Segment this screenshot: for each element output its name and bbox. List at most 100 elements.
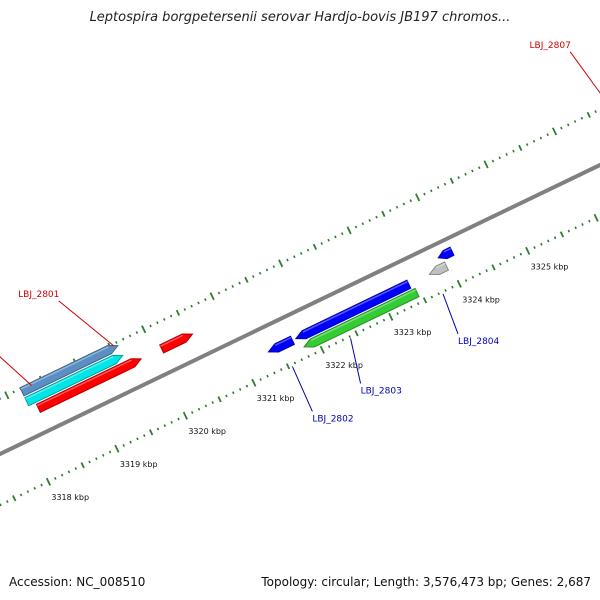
forward-tick bbox=[141, 325, 147, 334]
label-leader-line bbox=[350, 338, 362, 384]
forward-tick bbox=[238, 281, 241, 285]
gene-feature[interactable] bbox=[428, 261, 450, 275]
reverse-tick bbox=[485, 269, 488, 273]
gene-feature[interactable] bbox=[303, 287, 420, 348]
reverse-tick bbox=[259, 378, 262, 381]
reverse-tick bbox=[238, 387, 242, 391]
forward-tick bbox=[449, 177, 454, 184]
reverse-tick bbox=[129, 440, 132, 444]
reverse-tick bbox=[122, 444, 125, 447]
forward-tick bbox=[402, 202, 406, 206]
topology-summary: Topology: circular; Length: 3,576,473 bp… bbox=[261, 575, 591, 589]
label-leader-line bbox=[569, 51, 600, 94]
reverse-tick bbox=[136, 437, 139, 441]
reverse-tick bbox=[362, 328, 365, 332]
reverse-tick bbox=[251, 378, 257, 387]
gene-label[interactable]: LBJ_2802 bbox=[312, 414, 353, 424]
forward-tick bbox=[209, 292, 215, 301]
forward-tick bbox=[204, 298, 207, 302]
forward-tick bbox=[258, 271, 262, 275]
reverse-tick bbox=[182, 411, 188, 420]
reverse-tick bbox=[499, 262, 502, 266]
forward-tick bbox=[368, 219, 371, 222]
forward-tick bbox=[477, 166, 481, 170]
label-leader-line bbox=[442, 293, 459, 335]
forward-tick bbox=[566, 123, 570, 127]
gene-label[interactable]: LBJ_2807 bbox=[530, 41, 571, 51]
reverse-tick bbox=[422, 297, 428, 304]
gene-feature[interactable] bbox=[24, 354, 124, 407]
forward-tick bbox=[525, 143, 529, 147]
forward-tick bbox=[586, 111, 591, 119]
forward-tick bbox=[149, 324, 152, 328]
reverse-tick bbox=[74, 467, 78, 470]
forward-tick bbox=[231, 284, 234, 288]
reverse-tick bbox=[334, 341, 338, 345]
reverse-tick bbox=[416, 302, 420, 306]
forward-tick bbox=[4, 391, 10, 400]
reverse-tick bbox=[403, 308, 406, 312]
reverse-tick bbox=[314, 351, 317, 355]
forward-tick bbox=[334, 235, 337, 239]
accession-text: Accession: NC_008510 bbox=[9, 575, 146, 589]
gene-feature[interactable] bbox=[267, 335, 296, 353]
chromosome-backbone bbox=[0, 162, 600, 457]
reverse-tick bbox=[33, 486, 36, 490]
reverse-tick bbox=[143, 434, 146, 437]
gene-label[interactable]: LBJ_2801 bbox=[18, 290, 59, 300]
forward-tick bbox=[156, 321, 159, 325]
reverse-tick bbox=[170, 420, 173, 424]
reverse-tick bbox=[60, 473, 64, 477]
gene-feature[interactable] bbox=[159, 333, 194, 354]
reverse-tick bbox=[197, 407, 201, 411]
reverse-tick bbox=[177, 417, 180, 421]
forward-tick bbox=[175, 309, 181, 316]
reverse-tick bbox=[430, 295, 434, 299]
reverse-tick bbox=[12, 495, 17, 502]
reverse-tick bbox=[574, 226, 577, 230]
gene-feature-highlight bbox=[435, 262, 446, 269]
scale-tick-label: 3322 kbp bbox=[325, 361, 363, 370]
forward-tick bbox=[546, 133, 549, 137]
reverse-tick bbox=[204, 404, 208, 408]
forward-tick bbox=[197, 301, 200, 305]
reverse-tick bbox=[327, 345, 331, 348]
gene-feature[interactable] bbox=[294, 279, 412, 340]
forward-tick bbox=[395, 205, 399, 209]
reverse-tick bbox=[232, 391, 235, 395]
reverse-tick bbox=[273, 371, 276, 375]
forward-tick bbox=[415, 193, 421, 202]
forward-tick bbox=[430, 189, 433, 193]
gene-feature[interactable] bbox=[35, 358, 143, 414]
reverse-tick bbox=[279, 368, 283, 372]
forward-tick bbox=[128, 334, 132, 338]
forward-tick bbox=[135, 331, 139, 335]
gene-feature[interactable] bbox=[19, 345, 119, 397]
forward-tick bbox=[388, 209, 392, 212]
reverse-tick bbox=[382, 318, 386, 322]
forward-tick bbox=[443, 182, 447, 186]
reverse-tick bbox=[559, 231, 565, 238]
forward-tick bbox=[320, 242, 323, 245]
reverse-tick bbox=[553, 236, 557, 240]
reverse-tick bbox=[540, 242, 543, 246]
reverse-tick bbox=[512, 256, 516, 259]
reverse-tick bbox=[319, 345, 325, 354]
gene-label[interactable]: LBJ_2803 bbox=[361, 386, 402, 396]
reverse-tick bbox=[471, 275, 475, 279]
forward-tick bbox=[224, 288, 228, 292]
forward-tick bbox=[518, 144, 523, 151]
gene-label[interactable]: LBJ_2804 bbox=[458, 337, 500, 347]
forward-tick bbox=[306, 248, 310, 252]
label-leader-line bbox=[291, 366, 313, 412]
gene-feature-highlight bbox=[443, 247, 452, 253]
forward-scale-ticks bbox=[0, 110, 597, 400]
reverse-tick bbox=[293, 361, 297, 365]
gene-feature[interactable] bbox=[437, 246, 455, 260]
reverse-tick bbox=[0, 503, 2, 507]
scale-tick-label: 3325 kbp bbox=[531, 262, 569, 271]
reverse-tick bbox=[163, 424, 167, 428]
reverse-tick bbox=[6, 500, 9, 503]
